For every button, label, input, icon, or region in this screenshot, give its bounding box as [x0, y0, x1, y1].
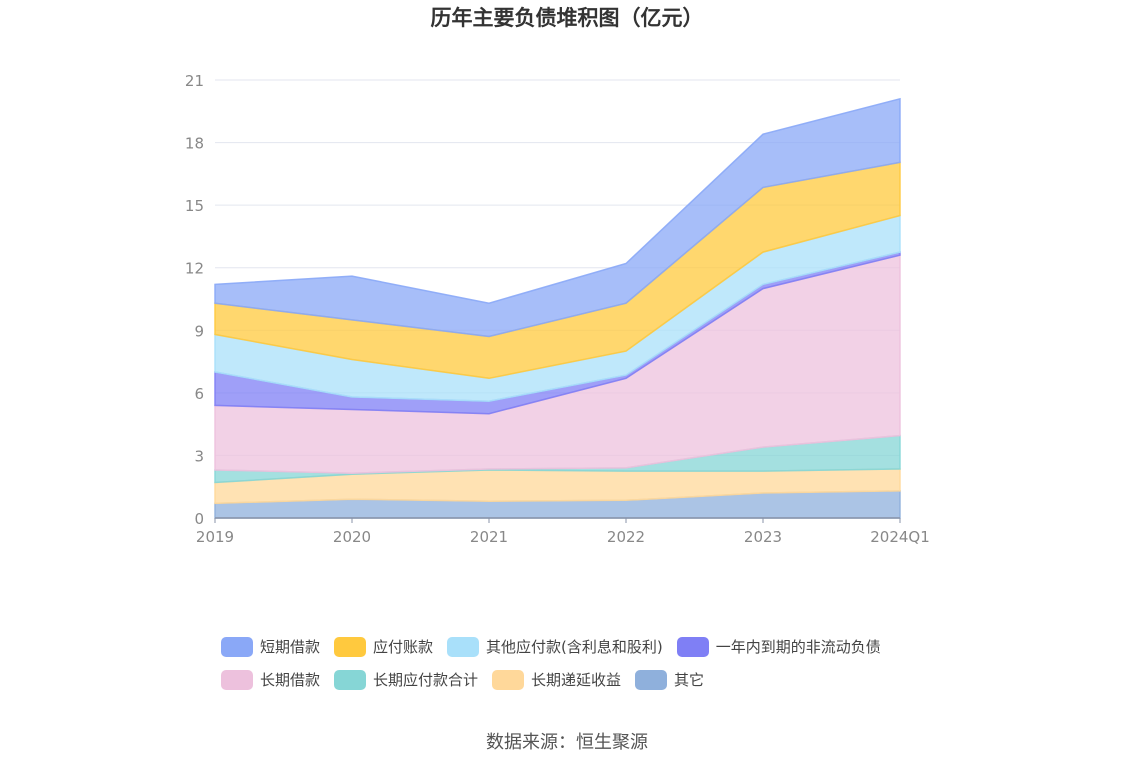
- x-tick-label: 2021: [470, 528, 508, 546]
- y-tick-label: 9: [194, 322, 204, 340]
- legend-item-long-term-payables[interactable]: 长期应付款合计: [334, 669, 478, 690]
- data-source: 数据来源：恒生聚源: [486, 732, 648, 753]
- legend-swatch: [635, 669, 668, 690]
- legend-row-1: 短期借款 应付账款 其他应付款(含利息和股利) 一年内到期的非流动负债: [221, 630, 981, 663]
- legend-label: 其它: [674, 671, 705, 689]
- legend-row-2: 长期借款 长期应付款合计 长期递延收益 其它: [221, 663, 981, 696]
- y-tick-label: 6: [194, 385, 204, 403]
- y-tick-label: 3: [194, 447, 204, 465]
- axis-layer: 0 3 6 9 12 15 18 21 2019 2020 2021 2022 2023 2024Q1: [185, 72, 930, 546]
- legend-swatch: [492, 669, 525, 690]
- x-tick-label: 2023: [744, 528, 782, 546]
- legend-label: 短期借款: [260, 638, 321, 656]
- legend-item-other-payables[interactable]: 其他应付款(含利息和股利): [447, 636, 663, 657]
- area-series: [214, 97, 901, 338]
- y-tick-label: 21: [185, 72, 204, 90]
- legend-item-current-noncurrent-liabilities[interactable]: 一年内到期的非流动负债: [676, 636, 881, 657]
- y-tick-label: 12: [185, 260, 204, 278]
- y-tick-label: 0: [194, 510, 204, 528]
- stacked-area-chart: 0 3 6 9 12 15 18 21 2019 2020 2021 2022 2023 2024Q1: [185, 72, 930, 546]
- area-layer: [214, 97, 901, 519]
- legend-item-deferred-income[interactable]: 长期递延收益: [492, 669, 621, 690]
- legend-label: 长期借款: [260, 671, 321, 689]
- legend-swatch: [221, 669, 253, 690]
- legend-item-other[interactable]: 其它: [635, 669, 704, 690]
- legend-swatch: [221, 636, 253, 657]
- legend-swatch: [334, 669, 367, 690]
- legend-item-short-term-loans[interactable]: 短期借款: [221, 636, 320, 657]
- y-tick-label: 18: [185, 135, 204, 153]
- legend-item-accounts-payable[interactable]: 应付账款: [334, 636, 433, 657]
- legend-label: 应付账款: [373, 638, 434, 656]
- chart-title: 历年主要负债堆积图（亿元）: [430, 6, 704, 30]
- x-tick-label: 2019: [196, 528, 234, 546]
- x-tick-label: 2022: [607, 528, 645, 546]
- legend-swatch: [334, 636, 367, 657]
- legend-label: 长期应付款合计: [373, 671, 479, 689]
- legend: 短期借款 应付账款 其他应付款(含利息和股利) 一年内到期的非流动负债 长期借款…: [221, 630, 981, 696]
- legend-label: 其他应付款(含利息和股利): [486, 638, 663, 656]
- legend-label: 一年内到期的非流动负债: [715, 638, 881, 656]
- y-tick-label: 15: [185, 197, 204, 215]
- x-tick-label: 2020: [333, 528, 371, 546]
- legend-swatch: [676, 636, 709, 657]
- legend-item-long-term-loans[interactable]: 长期借款: [221, 669, 320, 690]
- legend-swatch: [447, 636, 480, 657]
- legend-label: 长期递延收益: [531, 671, 622, 689]
- x-tick-label: 2024Q1: [870, 528, 930, 546]
